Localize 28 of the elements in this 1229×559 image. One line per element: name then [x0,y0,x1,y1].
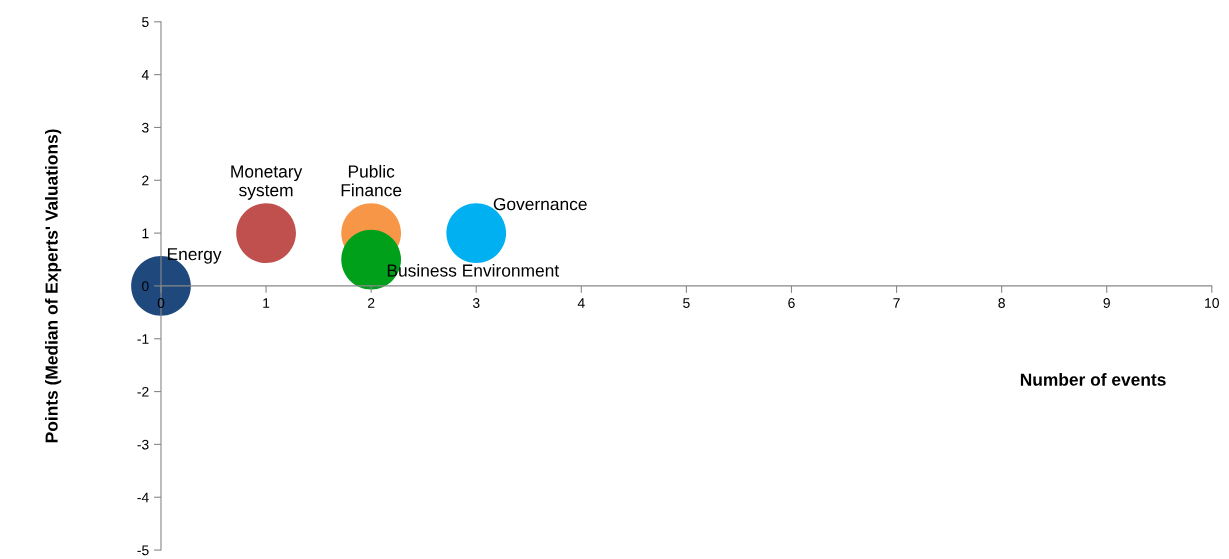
x-tick-label: 1 [263,298,270,308]
x-tick-label: 7 [893,298,900,308]
series-label: Public Finance [341,164,402,197]
y-tick-label: 3 [142,122,149,133]
x-tick-label: 10 [1205,298,1219,308]
series-label: Energy [167,248,222,264]
y-tick-label: -3 [137,439,149,450]
y-axis-title: Points (Median of Experts' Valuations) [44,129,62,443]
x-tick-label: 4 [577,298,585,308]
x-tick-label: 9 [1103,298,1110,308]
y-tick-label: 4 [141,70,149,80]
y-tick-label: 0 [142,281,149,292]
x-tick-label: 6 [788,298,795,308]
y-tick-label: -4 [137,492,149,503]
y-tick-label: -2 [137,386,149,397]
x-tick-label: 5 [683,298,690,308]
y-tick-label: -5 [137,545,149,556]
series-label: Monetary system [231,165,303,200]
series-label: Governance [493,197,587,211]
x-tick-label: 3 [472,298,480,308]
y-tick-label: 1 [142,228,149,239]
x-axis-title: Number of events [1020,373,1166,386]
y-tick-label: 5 [142,17,149,27]
y-tick-label: 2 [142,175,149,186]
x-tick-label: 2 [367,298,375,308]
y-tick-label: -1 [137,334,149,344]
x-tick-label: 0 [157,298,165,308]
x-tick-label: 8 [998,298,1005,308]
